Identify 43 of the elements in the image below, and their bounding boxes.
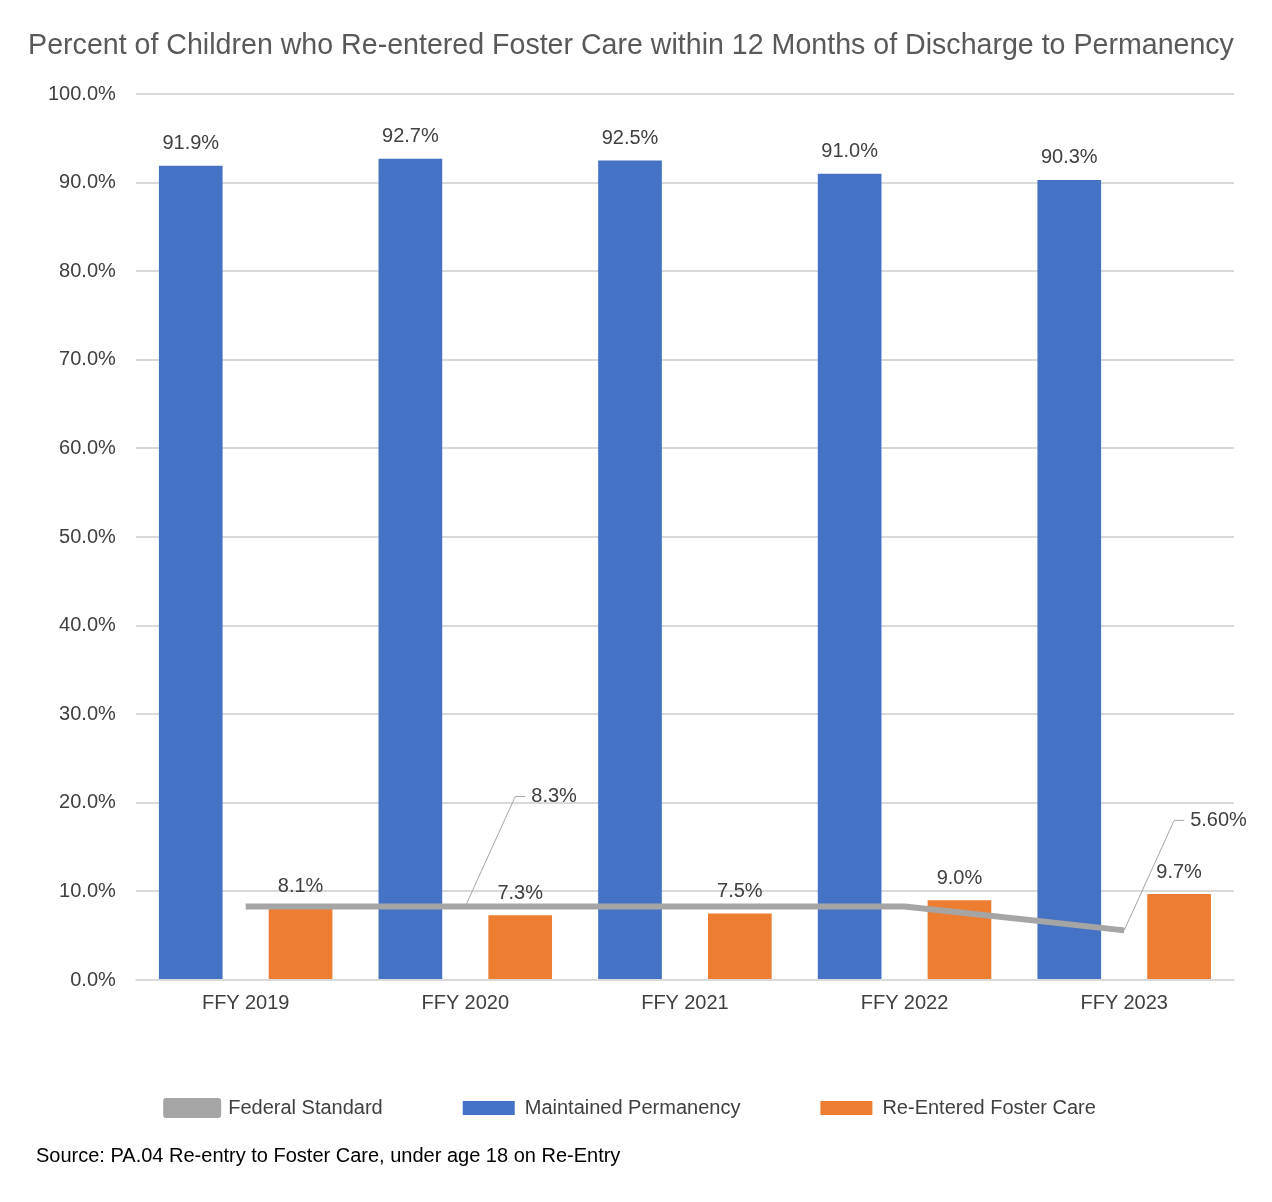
y-tick-label: 50.0% bbox=[59, 524, 117, 547]
y-tick-label: 60.0% bbox=[59, 435, 117, 458]
bar bbox=[378, 158, 443, 979]
bar bbox=[707, 913, 772, 979]
data-label: 7.5% bbox=[717, 879, 763, 902]
bar bbox=[598, 160, 662, 979]
x-tick-label: FFY 2021 bbox=[641, 990, 729, 1013]
data-label: 9.7% bbox=[1156, 859, 1203, 882]
bar bbox=[158, 165, 223, 979]
data-label: 9.0% bbox=[936, 865, 983, 888]
y-tick-label: 80.0% bbox=[59, 258, 117, 281]
x-tick-label: FFY 2022 bbox=[860, 990, 949, 1013]
bar bbox=[1037, 179, 1102, 979]
x-tick-label: FFY 2019 bbox=[201, 990, 290, 1013]
y-tick-label: 100.0% bbox=[47, 81, 117, 104]
data-label: 8.3% bbox=[531, 783, 578, 806]
data-label: 91.9% bbox=[162, 131, 220, 154]
y-tick-label: 90.0% bbox=[59, 170, 117, 193]
data-label: 90.3% bbox=[1040, 145, 1098, 168]
data-label: 8.1% bbox=[277, 873, 324, 896]
x-tick-label: FFY 2023 bbox=[1080, 990, 1168, 1013]
y-tick-label: 70.0% bbox=[59, 347, 117, 370]
data-label: 5.60% bbox=[1190, 807, 1248, 830]
x-tick-label: FFY 2020 bbox=[421, 990, 510, 1013]
legend-label: Re-Entered Foster Care bbox=[882, 1095, 1096, 1118]
bar bbox=[927, 900, 992, 979]
legend-label: Maintained Permanency bbox=[524, 1095, 741, 1118]
y-tick-label: 40.0% bbox=[59, 613, 117, 636]
legend-label: Federal Standard bbox=[228, 1095, 383, 1118]
y-tick-label: 30.0% bbox=[59, 701, 117, 724]
data-label: 91.0% bbox=[821, 139, 879, 162]
y-tick-label: 20.0% bbox=[59, 790, 117, 813]
data-label: 92.7% bbox=[382, 124, 439, 147]
y-tick-label: 0.0% bbox=[70, 967, 117, 990]
bar bbox=[817, 173, 882, 979]
bar bbox=[268, 908, 333, 979]
data-label: 92.5% bbox=[601, 125, 659, 148]
y-tick-label: 10.0% bbox=[59, 878, 117, 901]
bar bbox=[488, 915, 553, 979]
source-note: Source: PA.04 Re-entry to Foster Care, under age 18 on Re-Entry bbox=[36, 1144, 622, 1167]
chart-title: Percent of Children who Re-entered Foster Care within 12 Months of Discharge to Permanency bbox=[28, 26, 1235, 61]
data-label: 7.3% bbox=[497, 880, 544, 903]
bar bbox=[1147, 894, 1211, 979]
